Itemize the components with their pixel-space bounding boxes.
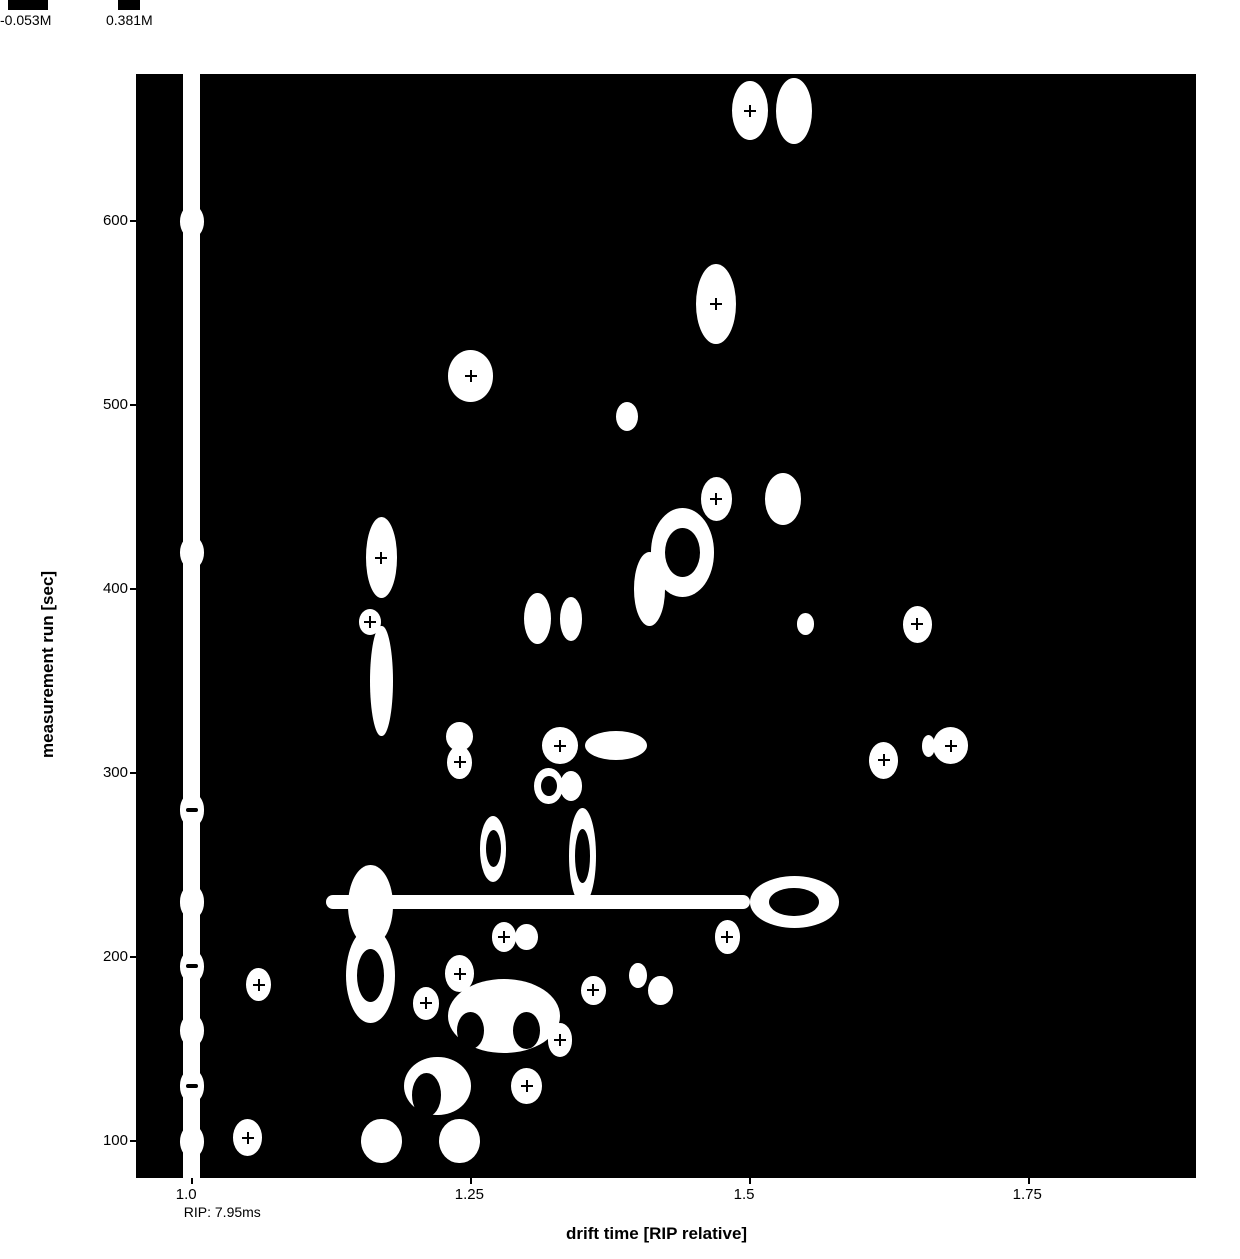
feature-blob [413,987,440,1020]
x-tick [749,1178,751,1184]
y-tick [130,404,136,406]
feature-blob [581,976,606,1005]
y-tick [130,220,136,222]
feature-blob [732,81,768,140]
rip-note: RIP: 7.95ms [184,1204,261,1220]
feature-blob [648,976,673,1005]
y-tick [130,772,136,774]
colorbar-max-label: 0.381M [106,12,153,28]
feature-blob [616,402,638,431]
colorbar-min-label: -0.053M [0,12,51,28]
x-tick-label: 1.5 [734,1186,755,1203]
feature-hole [513,1012,540,1049]
feature-blob [542,727,578,764]
feature-blob [715,920,740,953]
feature-blob [903,606,932,643]
feature-hole [569,1020,596,1057]
feature-blob [439,1119,479,1163]
feature-blob-core [575,829,590,883]
rip-bulge [180,885,205,918]
feature-blob [933,727,969,764]
feature-blob [922,735,935,757]
feature-blob [515,924,537,950]
feature-blob [370,626,392,736]
feature-blob-core [665,528,700,577]
x-tick-label: 1.25 [455,1186,484,1203]
feature-blob [548,1023,573,1056]
colorbar-legend: -0.053M 0.381M [0,0,200,30]
feature-blob [585,731,647,760]
colorbar-swatch-max [118,0,140,10]
x-tick-label: 1.0 [176,1186,197,1203]
rip-bulge-waist [186,964,198,968]
x-axis-title: drift time [RIP relative] [566,1224,747,1244]
feature-blob [701,477,732,521]
feature-blob [869,742,898,779]
feature-blob [233,1119,262,1156]
feature-blob-core [541,776,557,797]
feature-blob [492,922,517,951]
feature-blob [560,597,582,641]
plot-area [136,74,1196,1178]
feature-hole [479,1073,508,1117]
x-tick [191,1178,193,1184]
y-tick-label: 100 [88,1132,128,1149]
x-tick [1028,1178,1030,1184]
x-tick-label: 1.75 [1013,1186,1042,1203]
feature-blob [448,350,493,402]
y-tick-label: 200 [88,948,128,965]
feature-hole [354,1069,387,1121]
feature-hole [412,1073,441,1117]
feature-blob [366,517,397,598]
y-tick-label: 500 [88,396,128,413]
feature-blob [765,473,801,525]
feature-blob [776,78,812,144]
rip-bulge-waist [186,808,198,812]
y-tick [130,956,136,958]
rip-bulge [180,205,205,238]
rip-bulge-waist [186,1084,198,1088]
rip-band [183,74,200,1178]
y-tick-label: 300 [88,764,128,781]
y-tick [130,588,136,590]
feature-blob [560,771,582,800]
feature-blob [447,746,472,779]
feature-blob [634,552,665,626]
y-tick-label: 400 [88,580,128,597]
feature-blob-core [357,949,384,1003]
colorbar-swatch-min [8,0,48,10]
y-tick-label: 600 [88,212,128,229]
figure-page: -0.053M 0.381M 100 200 300 400 500 600 1.0 1.25… [0,0,1240,1259]
feature-blob-core [486,830,501,867]
y-axis-title: measurement run [sec] [38,571,58,758]
feature-blob [524,593,551,645]
rip-bulge [180,536,205,569]
feature-blob [361,1119,401,1163]
rip-bulge [180,1125,205,1158]
y-tick [130,1140,136,1142]
rip-bulge [180,1014,205,1047]
x-tick [470,1178,472,1184]
